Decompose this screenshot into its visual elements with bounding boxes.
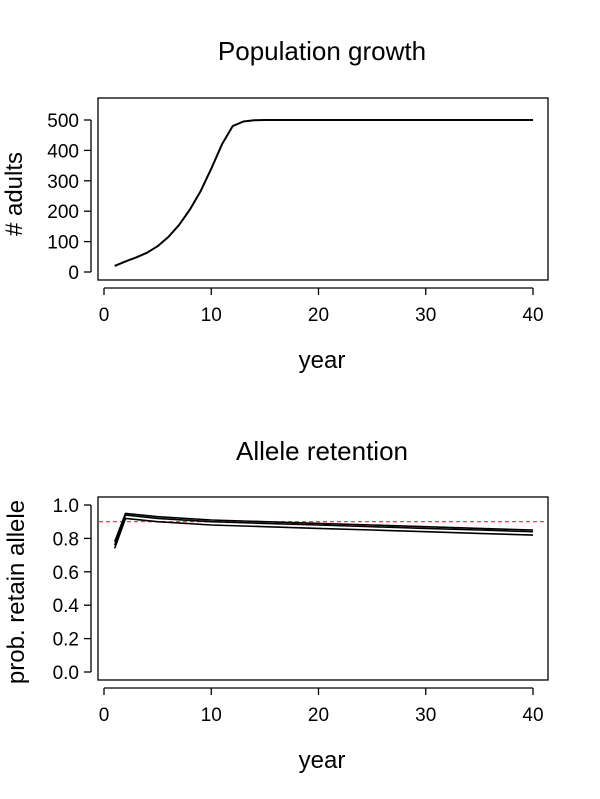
chart-title: Allele retention	[236, 436, 408, 466]
series-line-3	[113, 517, 534, 549]
y-tick-label: 200	[47, 202, 79, 223]
x-tick-label: 20	[308, 305, 329, 326]
x-tick-label: 0	[99, 705, 110, 726]
y-tick-label: 0.4	[53, 596, 80, 617]
chart-allele-retention: Allele retention 0 10 20 30 40 0.0 0.2 0.4 0.6 0.…	[3, 436, 549, 774]
x-tick-label: 30	[415, 305, 436, 326]
y-tick-label: 0.6	[53, 563, 79, 584]
y-tick-label: 0.0	[53, 663, 79, 684]
y-tick-label: 300	[47, 172, 79, 193]
data-marks	[114, 119, 533, 267]
series-line-1	[113, 512, 534, 542]
x-tick-label: 10	[201, 305, 222, 326]
x-tick-label: 20	[308, 705, 329, 726]
y-tick-label: 1.0	[53, 496, 79, 517]
x-tick-label: 30	[415, 705, 436, 726]
y-tick-label: 0.8	[53, 529, 79, 550]
y-tick-label: 100	[47, 233, 79, 254]
y-axis-label: # adults	[1, 152, 28, 236]
y-tick-label: 400	[47, 141, 79, 162]
series-line-1	[114, 119, 533, 267]
series-line-2	[113, 514, 534, 546]
x-tick-label: 40	[522, 305, 543, 326]
chart-title: Population growth	[218, 36, 426, 66]
axes: 0 10 20 30 40 0.0 0.2 0.4 0.6 0.8 1.0	[53, 496, 544, 726]
x-tick-label: 10	[201, 705, 222, 726]
x-tick-label: 0	[99, 305, 110, 326]
chart-population-growth: Population growth 0 10 20 30 400100200300400…	[1, 36, 549, 374]
data-marks	[99, 512, 547, 549]
y-tick-label: 0	[68, 263, 79, 284]
plot-frame	[97, 496, 549, 681]
y-axis-label: prob. retain allele	[3, 500, 30, 684]
x-tick-label: 40	[522, 705, 543, 726]
y-tick-label: 0.2	[53, 630, 79, 651]
plot-frame	[97, 97, 549, 281]
y-tick-label: 500	[47, 111, 79, 132]
x-axis-label: year	[299, 347, 346, 374]
x-axis-label: year	[299, 747, 346, 774]
